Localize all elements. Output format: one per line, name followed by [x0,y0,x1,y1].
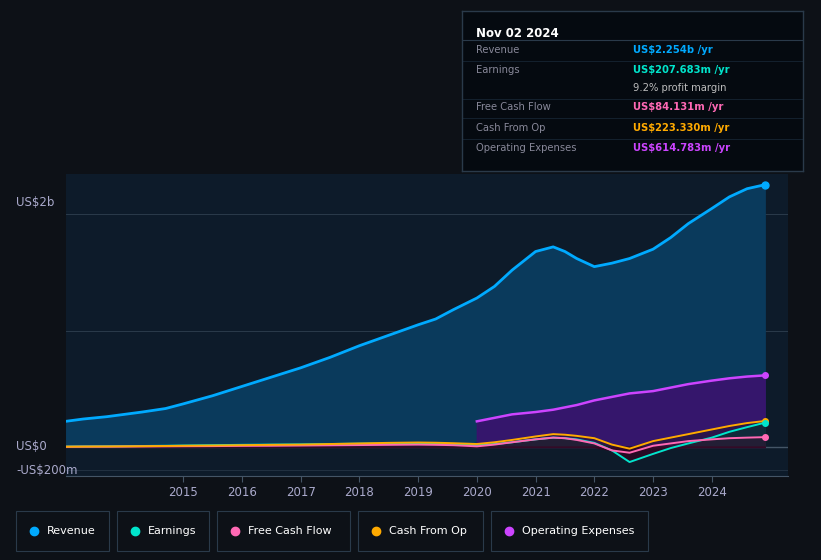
Text: Revenue: Revenue [476,44,519,54]
Text: Earnings: Earnings [148,526,196,535]
Text: -US$200m: -US$200m [16,464,78,477]
Text: US$0: US$0 [16,440,47,454]
Text: Earnings: Earnings [476,66,520,75]
Text: Free Cash Flow: Free Cash Flow [476,102,551,112]
Text: US$2b: US$2b [16,195,55,209]
Text: Operating Expenses: Operating Expenses [521,526,634,535]
Text: 9.2% profit margin: 9.2% profit margin [632,83,726,93]
Text: Cash From Op: Cash From Op [389,526,466,535]
Text: Free Cash Flow: Free Cash Flow [248,526,332,535]
Text: US$2.254b /yr: US$2.254b /yr [632,44,713,54]
Text: US$223.330m /yr: US$223.330m /yr [632,123,729,133]
Text: US$207.683m /yr: US$207.683m /yr [632,66,729,75]
Text: Operating Expenses: Operating Expenses [476,143,576,153]
Text: Revenue: Revenue [47,526,95,535]
Text: US$84.131m /yr: US$84.131m /yr [632,102,723,112]
Text: Cash From Op: Cash From Op [476,123,545,133]
Text: US$614.783m /yr: US$614.783m /yr [632,143,730,153]
Text: Nov 02 2024: Nov 02 2024 [476,27,558,40]
